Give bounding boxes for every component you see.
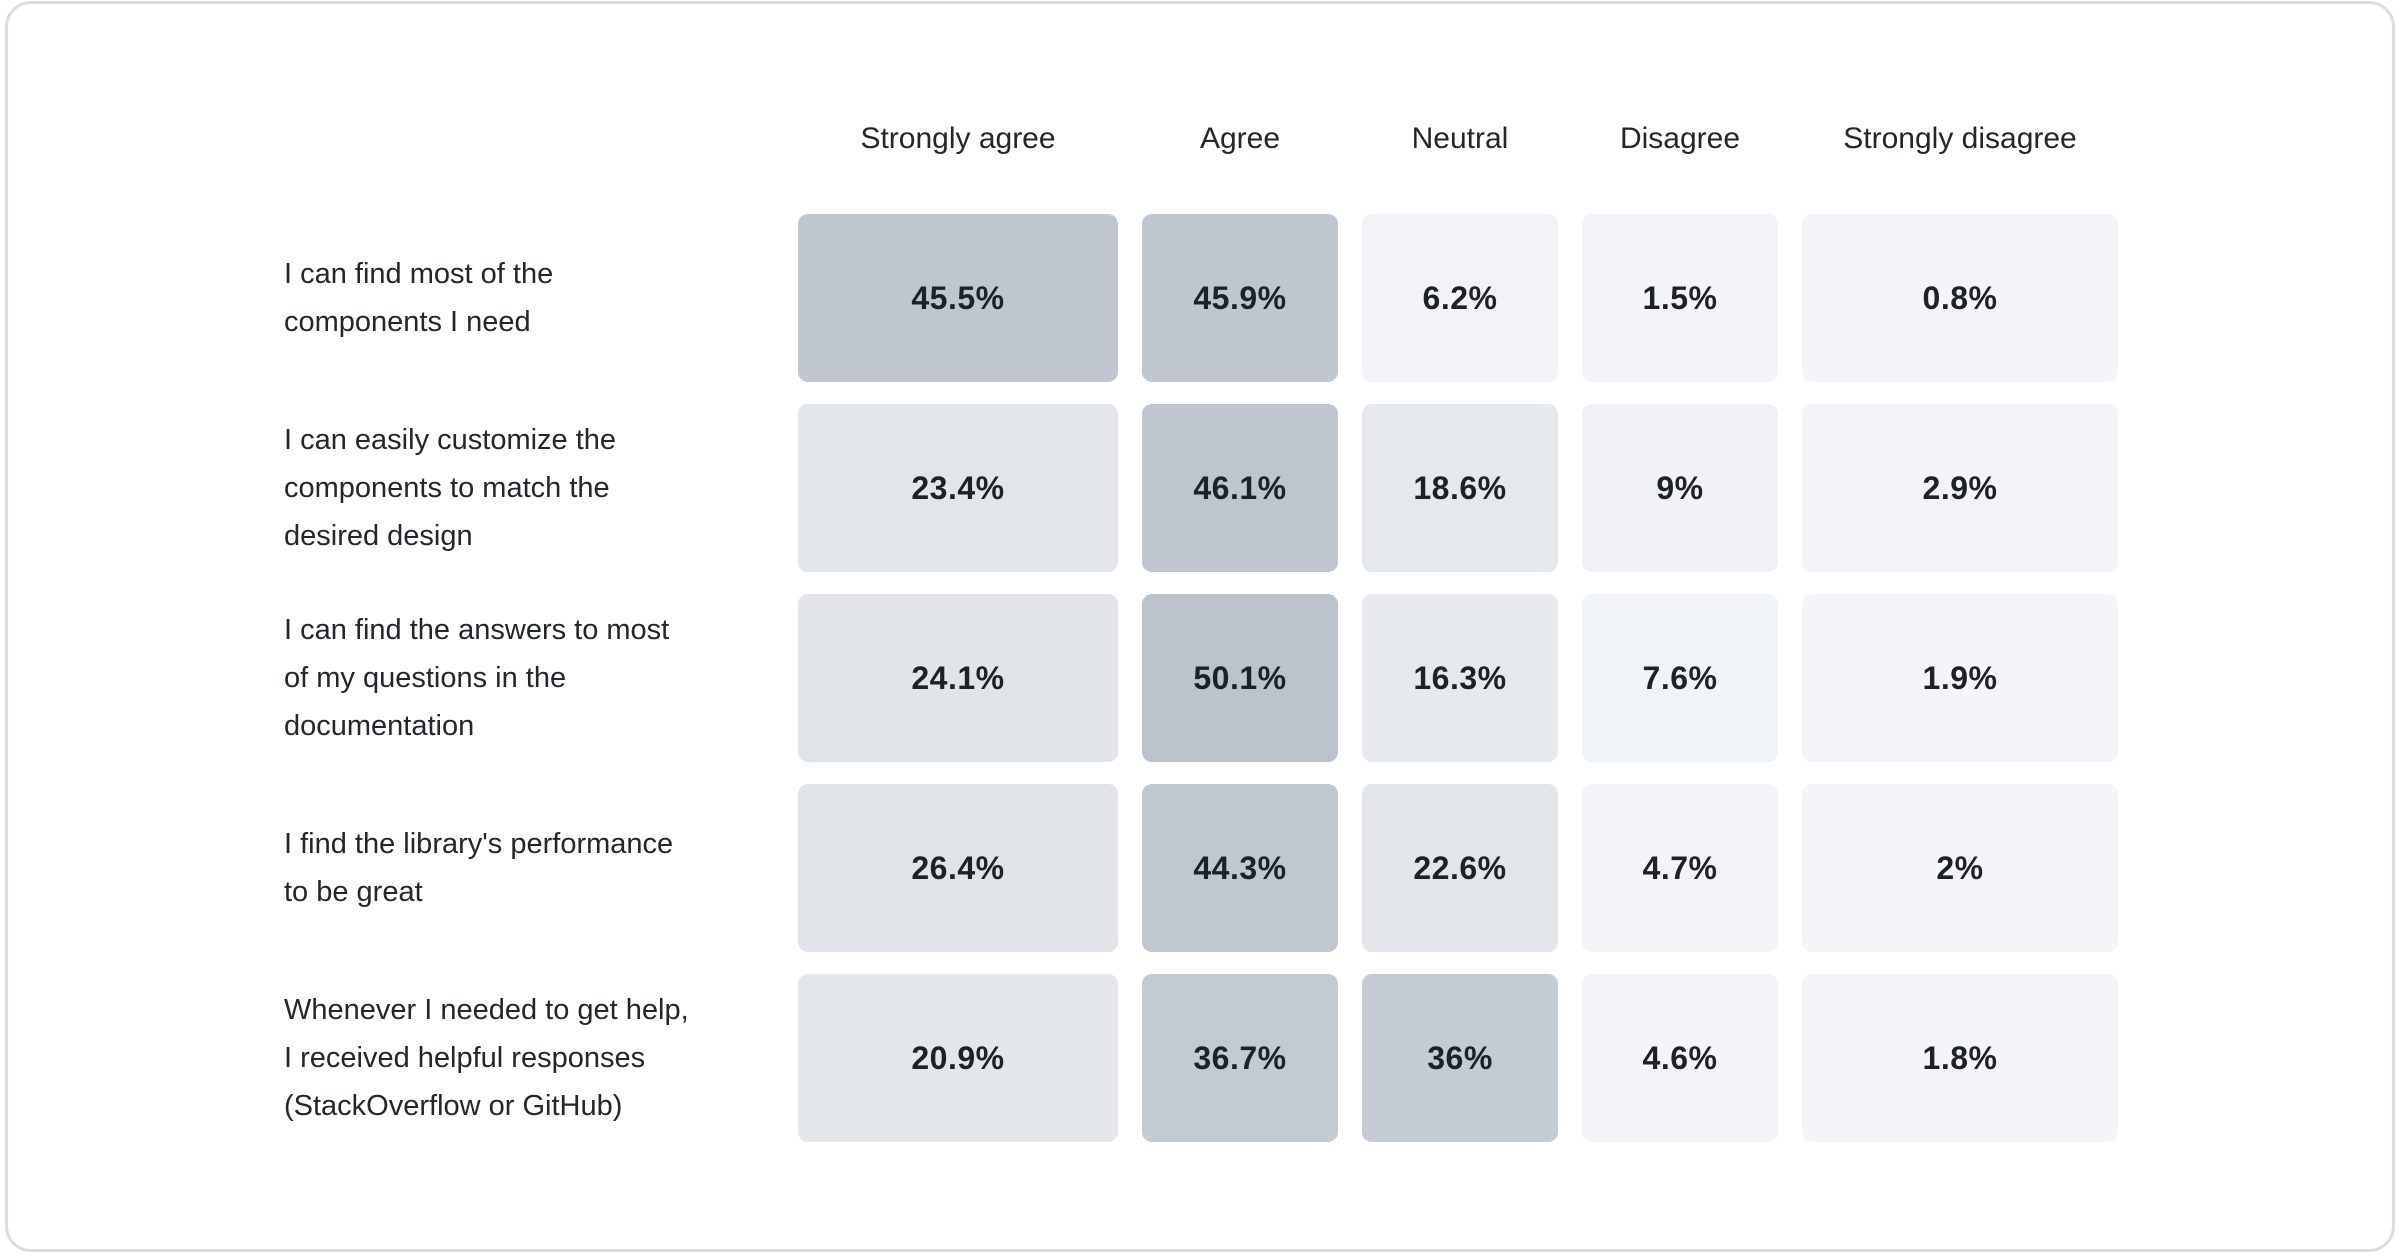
heatmap-cell: 2.9% <box>1802 404 2118 572</box>
column-header-strongly-agree: Strongly agree <box>860 122 1056 155</box>
heatmap-cell: 6.2% <box>1362 214 1558 382</box>
heatmap-cell: 23.4% <box>798 404 1118 572</box>
heatmap-cell: 1.5% <box>1582 214 1778 382</box>
heatmap-cell: 45.9% <box>1142 214 1338 382</box>
heatmap-cell: 24.1% <box>798 594 1118 762</box>
column-header-neutral: Neutral <box>1411 122 1509 155</box>
heatmap-cell: 1.9% <box>1802 594 2118 762</box>
heatmap-cell: 46.1% <box>1142 404 1338 572</box>
heatmap-cell: 1.8% <box>1802 974 2118 1142</box>
row-label: I can find most of the components I need <box>284 258 554 338</box>
column-header-agree: Agree <box>1199 122 1281 155</box>
heatmap-cell: 9% <box>1582 404 1778 572</box>
row-label: Whenever I needed to get help, I receive… <box>284 994 689 1122</box>
heatmap-body: I can find most of the components I need… <box>284 214 2118 1142</box>
heatmap-cell: 50.1% <box>1142 594 1338 762</box>
heatmap-cell: 20.9% <box>798 974 1118 1142</box>
column-header-disagree: Disagree <box>1619 122 1741 155</box>
heatmap-cell: 26.4% <box>798 784 1118 952</box>
column-header-strongly-disagree: Strongly disagree <box>1843 122 2077 155</box>
heatmap-cell: 45.5% <box>798 214 1118 382</box>
heatmap-cell: 36% <box>1362 974 1558 1142</box>
row-label: I can find the answers to most of my que… <box>284 614 670 742</box>
heatmap-cell: 2% <box>1802 784 2118 952</box>
heatmap-cell: 4.6% <box>1582 974 1778 1142</box>
heatmap-cell: 22.6% <box>1362 784 1558 952</box>
row-label: I find the library's performance to be g… <box>284 828 674 908</box>
heatmap-cell: 16.3% <box>1362 594 1558 762</box>
heatmap-cell: 7.6% <box>1582 594 1778 762</box>
row-label: I can easily customize the components to… <box>284 424 617 552</box>
heatmap-cell: 36.7% <box>1142 974 1338 1142</box>
survey-results-card: Strongly agree Agree Neutral Disagree Strong… <box>5 1 2395 1252</box>
heatmap-cell: 0.8% <box>1802 214 2118 382</box>
heatmap-cell: 18.6% <box>1362 404 1558 572</box>
column-header-row: Strongly agree Agree Neutral Disagree Strong… <box>284 122 2118 158</box>
heatmap-cell: 44.3% <box>1142 784 1338 952</box>
heatmap-cell: 4.7% <box>1582 784 1778 952</box>
